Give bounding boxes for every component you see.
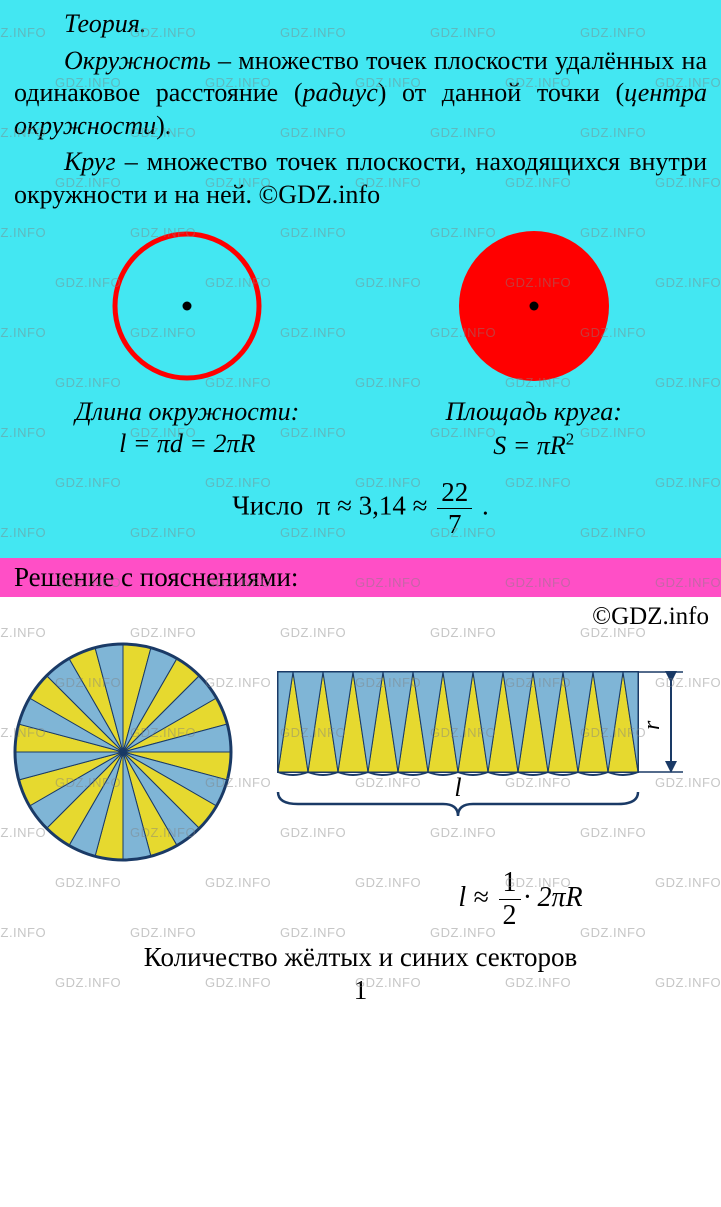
area-formula: S = πR2 [493,429,574,461]
area-label: Площадь круга: [446,397,622,427]
pi-approx: Число π ≈ 3,14 ≈ 227 . [14,479,707,538]
theory-block: Теория. Окружность – множество точек пло… [0,0,721,558]
theory-title: Теория. [64,9,146,38]
svg-text:l: l [454,773,461,802]
bottom-text: Количество жёлтых и синих секторов [8,942,713,973]
sector-rect-svg: lr [263,657,693,847]
pi-prefix: Число π ≈ 3,14 ≈ [232,490,434,520]
partial-fraction: 1 [8,975,713,1006]
solution-block: ©GDZ.info lr l ≈ 12· 2πR Количество жёлт… [0,597,721,1014]
copyright-note: ©GDZ.info [8,603,713,631]
diagram-row: lr [8,637,713,867]
def-text-1b: ) от данной точки ( [378,78,624,107]
def-text-2: – множество точек плоскости, находящихся… [14,147,707,209]
formula-l: l = πd = 2πR [119,429,255,458]
def-radius: радиус [303,78,378,107]
circumference-label: Длина окружности: [75,397,299,427]
def-term-1: Окружность [64,46,211,75]
formula-s: S = πR2 [493,431,574,460]
disk-definition: Круг – множество точек плоскости, находя… [14,146,707,211]
shapes-row: Длина окружности: l = πd = 2πR Площадь к… [14,221,707,461]
pi-suffix: . [475,490,489,520]
sector-circle-svg [8,637,238,867]
rect-length-formula: l ≈ 12· 2πR [328,869,713,930]
half-fraction: 12 [499,869,521,930]
def-term-2: Круг [64,147,116,176]
disk-filled-svg [449,221,619,391]
circle-column: Длина окружности: l = πd = 2πR [21,221,354,459]
disk-column: Площадь круга: S = πR2 [367,221,700,461]
circle-definition: Окружность – множество точек плоскости у… [14,45,707,143]
pi-fraction: 227 [437,479,472,538]
svg-text:r: r [639,720,665,730]
solution-header: Решение с пояснениями: [0,558,721,597]
circumference-formula: l = πd = 2πR [119,429,255,459]
theory-title-line: Теория. [14,8,707,41]
circle-outline-svg [102,221,272,391]
def-text-1c: ). [156,111,171,140]
